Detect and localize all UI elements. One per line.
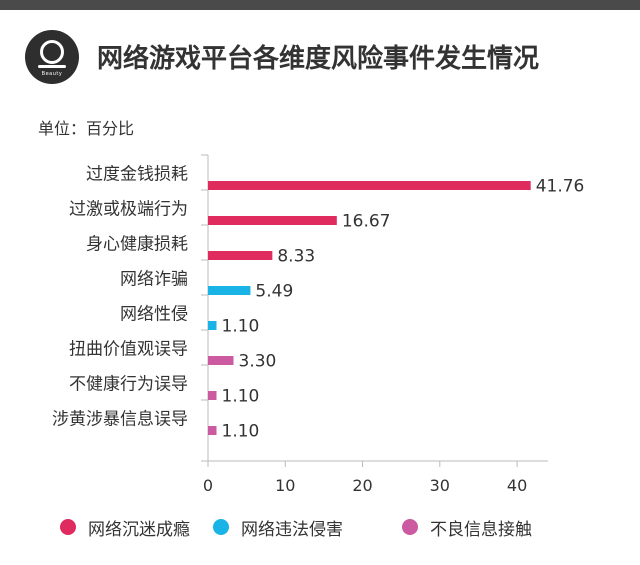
value-label: 1.10 bbox=[222, 317, 260, 337]
top-bar bbox=[0, 0, 640, 10]
category-label: 扭曲价值观误导 bbox=[69, 340, 188, 360]
legend-dot-icon bbox=[60, 519, 76, 535]
category-label: 过激或极端行为 bbox=[69, 200, 188, 220]
legend-item: 网络违法侵害 bbox=[213, 512, 343, 542]
legend-item: 网络沉迷成瘾 bbox=[60, 512, 190, 542]
x-tick-label: 0 bbox=[203, 476, 213, 495]
legend-label: 网络沉迷成瘾 bbox=[88, 519, 190, 540]
chart-title: 网络游戏平台各维度风险事件发生情况 bbox=[97, 44, 540, 74]
legend-item: 不良信息接触 bbox=[402, 512, 532, 542]
bar bbox=[208, 286, 251, 295]
bar bbox=[208, 216, 337, 225]
value-label: 41.76 bbox=[536, 177, 585, 197]
value-label: 1.10 bbox=[222, 422, 260, 442]
x-tick-label: 20 bbox=[352, 476, 372, 495]
category-label: 身心健康损耗 bbox=[86, 235, 188, 255]
logo-text: Beauty bbox=[41, 71, 63, 77]
logo-bar-icon bbox=[38, 65, 66, 68]
value-label: 3.30 bbox=[239, 352, 277, 372]
legend-label: 网络违法侵害 bbox=[241, 519, 343, 540]
legend-dot-icon bbox=[213, 519, 229, 535]
value-label: 1.10 bbox=[222, 387, 260, 407]
category-label: 过度金钱损耗 bbox=[86, 165, 188, 185]
bar bbox=[208, 181, 531, 190]
x-tick-label: 40 bbox=[507, 476, 527, 495]
legend-dot-icon bbox=[402, 519, 418, 535]
value-label: 5.49 bbox=[255, 282, 293, 302]
x-tick-label: 10 bbox=[275, 476, 295, 495]
bar bbox=[208, 321, 217, 330]
bar bbox=[208, 251, 273, 260]
brand-logo: Beauty bbox=[25, 30, 79, 84]
bar bbox=[208, 426, 217, 435]
category-label: 网络诈骗 bbox=[120, 270, 188, 290]
value-label: 16.67 bbox=[342, 212, 391, 232]
bar bbox=[208, 356, 234, 365]
category-label: 涉黄涉暴信息误导 bbox=[52, 410, 188, 430]
category-label: 不健康行为误导 bbox=[69, 375, 188, 395]
logo-ring-icon bbox=[40, 40, 64, 64]
x-tick-label: 30 bbox=[430, 476, 450, 495]
bar-chart: 0 10 20 30 40 过度金钱损耗 41.76 过激或极端行为 16.67 身心健康损耗 8.… bbox=[52, 154, 585, 495]
legend-label: 不良信息接触 bbox=[430, 519, 532, 540]
value-label: 8.33 bbox=[277, 247, 315, 267]
chart-legend: 网络沉迷成瘾 网络违法侵害 不良信息接触 bbox=[0, 512, 640, 542]
category-label: 网络性侵 bbox=[120, 305, 188, 325]
bar bbox=[208, 391, 217, 400]
unit-label: 单位：百分比 bbox=[38, 119, 135, 138]
